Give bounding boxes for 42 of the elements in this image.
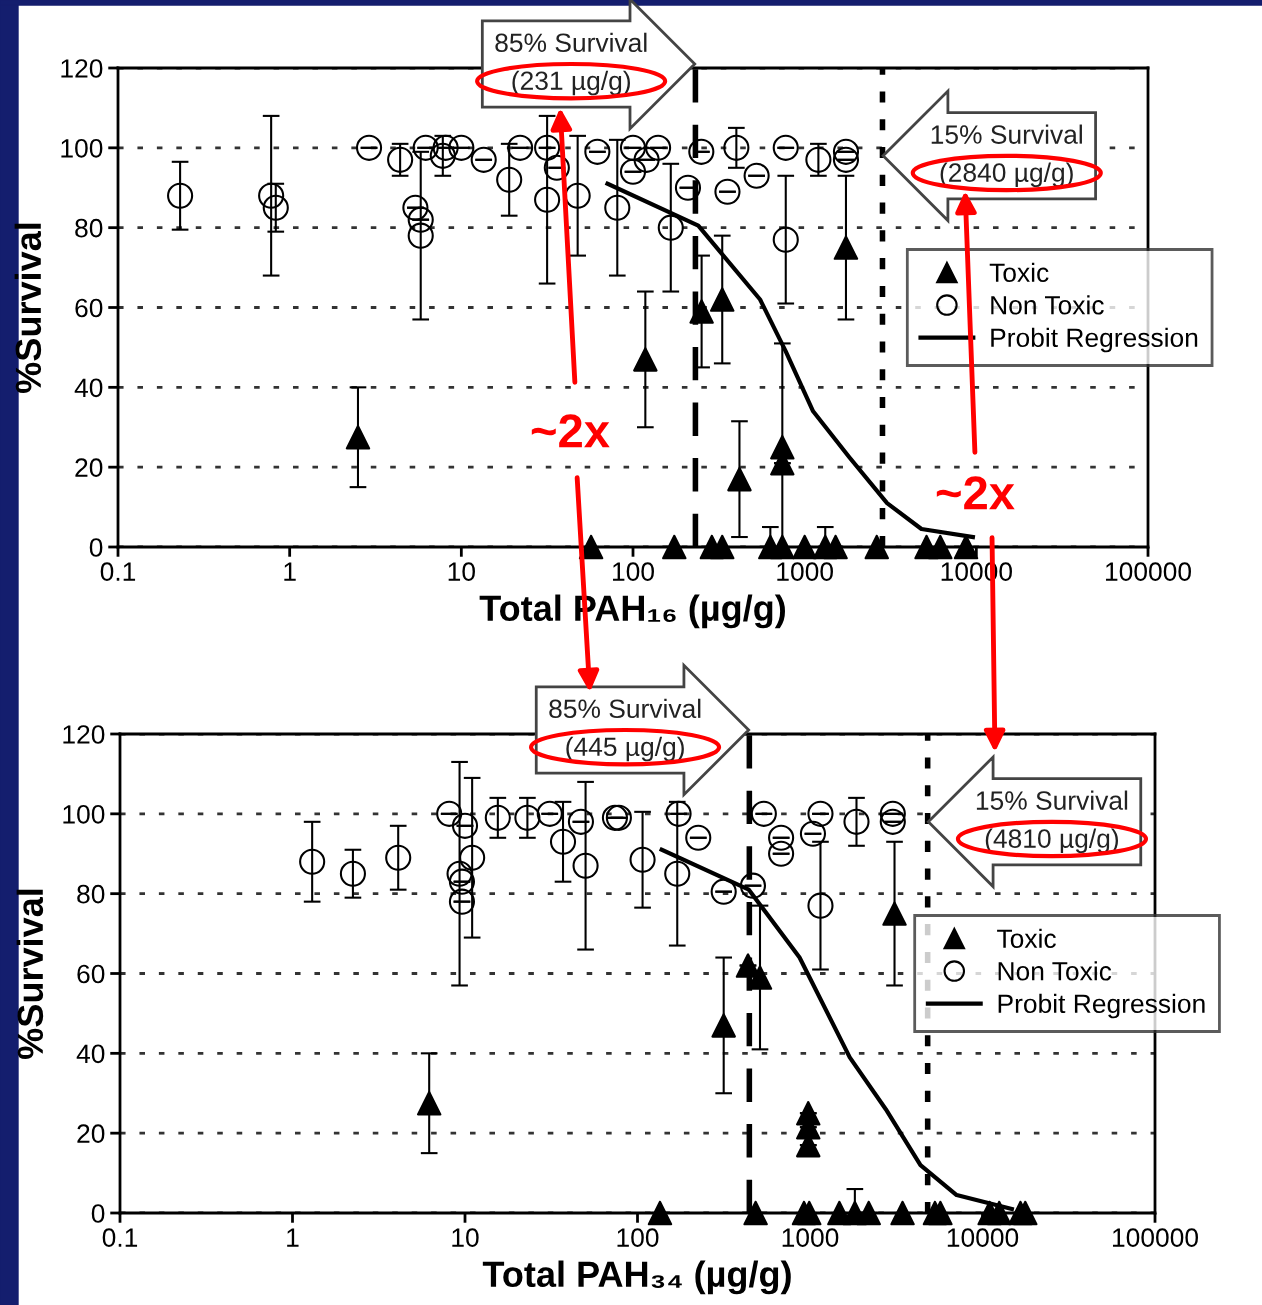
x-tick-label: 0.1 bbox=[100, 562, 136, 581]
y-tick-label: 60 bbox=[75, 298, 103, 318]
y-tick-label: 80 bbox=[77, 884, 105, 904]
annotation: ~2x bbox=[531, 414, 610, 448]
legend-label: Toxic bbox=[989, 262, 1049, 283]
x-tick-label: 10 bbox=[452, 1228, 479, 1247]
y-tick-label: 60 bbox=[77, 964, 105, 984]
x-axis-title: Total PAH₃₄ (µg/g) bbox=[482, 1260, 791, 1295]
x-tick-label: 100 bbox=[617, 1228, 659, 1247]
y-tick-label: 40 bbox=[74, 378, 103, 398]
annotation: ~2x bbox=[936, 476, 1015, 510]
y-tick-label: 40 bbox=[76, 1044, 105, 1064]
x-tick-label: 100 bbox=[613, 562, 654, 581]
y-tick-label: 0 bbox=[91, 1204, 105, 1223]
y-tick-label: 80 bbox=[75, 218, 103, 238]
y-tick-label: 20 bbox=[77, 1124, 105, 1143]
x-tick-label: 100000 bbox=[1105, 562, 1191, 581]
ref-line-label: 15% Survival (4810 µg/g) bbox=[976, 790, 1128, 854]
ref-line-label: 85% Survival (445 µg/g) bbox=[549, 698, 701, 762]
y-tick-label: 100 bbox=[63, 804, 105, 824]
x-tick-label: 10000 bbox=[947, 1228, 1019, 1247]
x-tick-label: 0.1 bbox=[102, 1228, 138, 1247]
x-tick-label: 1 bbox=[284, 562, 296, 581]
y-tick-label: 0 bbox=[89, 538, 103, 557]
x-tick-label: 1 bbox=[287, 1228, 299, 1247]
ref-line-label: 85% Survival (231 µg/g) bbox=[495, 32, 647, 96]
y-tick-label: 100 bbox=[61, 138, 103, 158]
y-tick-label: 20 bbox=[75, 458, 103, 477]
legend-label: Probit Regression bbox=[991, 327, 1198, 353]
x-tick-label: 1000 bbox=[782, 1228, 839, 1247]
x-tick-label: 10 bbox=[448, 562, 475, 581]
legend-label: Non Toxic bbox=[991, 295, 1104, 315]
y-tick-label: 120 bbox=[63, 725, 105, 744]
x-tick-label: 1000 bbox=[777, 562, 833, 581]
legend-label: Probit Regression bbox=[998, 993, 1205, 1019]
legend-label: Toxic bbox=[997, 928, 1056, 949]
legend-label: Non Toxic bbox=[998, 961, 1112, 981]
y-axis-title: %Survival bbox=[14, 223, 42, 393]
ref-line-label: 15% Survival (2840 µg/g) bbox=[931, 124, 1082, 188]
y-axis-title: %Survival bbox=[16, 889, 44, 1059]
x-tick-label: 100000 bbox=[1112, 1228, 1198, 1247]
y-tick-label: 120 bbox=[61, 59, 103, 78]
